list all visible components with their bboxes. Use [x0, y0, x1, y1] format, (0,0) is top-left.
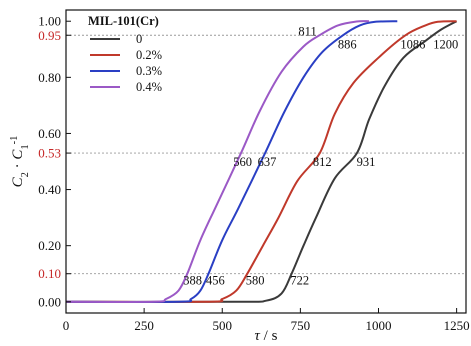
x-tick-label: 1000 — [366, 318, 392, 333]
y-tick-label: 0.80 — [38, 70, 61, 85]
y-tick-label: 0.95 — [38, 28, 61, 43]
y-tick-label: 0.00 — [38, 294, 61, 309]
y-tick-label: 0.60 — [38, 126, 61, 141]
x-tick-label: 0 — [63, 318, 70, 333]
legend-label: 0.4% — [136, 80, 162, 94]
y-tick-label: 0.20 — [38, 238, 61, 253]
x-tick-label: 1250 — [444, 318, 470, 333]
legend: MIL-101(Cr) 0 0.2% 0.3% 0.4% — [88, 14, 162, 94]
time-annotation: 886 — [338, 38, 357, 52]
y-axis-ticks: 0.00 0.10 0.20 0.40 0.53 0.60 0.80 0.951.00 — [38, 14, 71, 309]
time-annotation: 560 — [233, 155, 252, 169]
series-line-1 — [65, 20, 457, 303]
time-annotation: 811 — [298, 25, 316, 39]
y-tick-label: 0.10 — [38, 266, 61, 281]
time-annotation: 722 — [290, 273, 309, 287]
time-annotation: 456 — [206, 273, 225, 287]
time-annotation: 580 — [246, 273, 265, 287]
series-line-3 — [65, 20, 370, 303]
legend-label: 0 — [136, 32, 142, 46]
legend-title: MIL-101(Cr) — [88, 14, 159, 28]
plot-frame — [65, 9, 467, 314]
time-annotation: 637 — [258, 155, 277, 169]
series-line-2 — [65, 20, 398, 303]
x-axis-ticks: 0 250 500 750 1000 1250 — [63, 308, 470, 333]
time-annotation: 1086 — [400, 38, 425, 52]
time-annotation: 931 — [357, 155, 376, 169]
time-annotation: 388 — [183, 273, 202, 287]
legend-label: 0.3% — [136, 64, 162, 78]
series-lines — [65, 20, 458, 303]
x-tick-label: 500 — [213, 318, 233, 333]
x-tick-label: 750 — [291, 318, 311, 333]
legend-label: 0.2% — [136, 48, 162, 62]
x-axis-label: τ / s — [255, 328, 278, 344]
time-annotation: 1200 — [433, 38, 458, 52]
x-tick-label: 250 — [134, 318, 154, 333]
y-tick-label: 0.40 — [38, 182, 61, 197]
time-annotation: 812 — [313, 155, 332, 169]
axis-labels: τ / s C2 · C1-1 — [9, 136, 278, 344]
y-tick-label: 1.00 — [38, 14, 61, 29]
y-axis-label: C2 · C1-1 — [9, 136, 31, 188]
y-tick-label: 0.53 — [38, 146, 61, 161]
annotations: 388 456 580 722 560 637 812 931 811 886 1086 1200 — [183, 25, 458, 288]
series-line-0 — [65, 20, 458, 303]
